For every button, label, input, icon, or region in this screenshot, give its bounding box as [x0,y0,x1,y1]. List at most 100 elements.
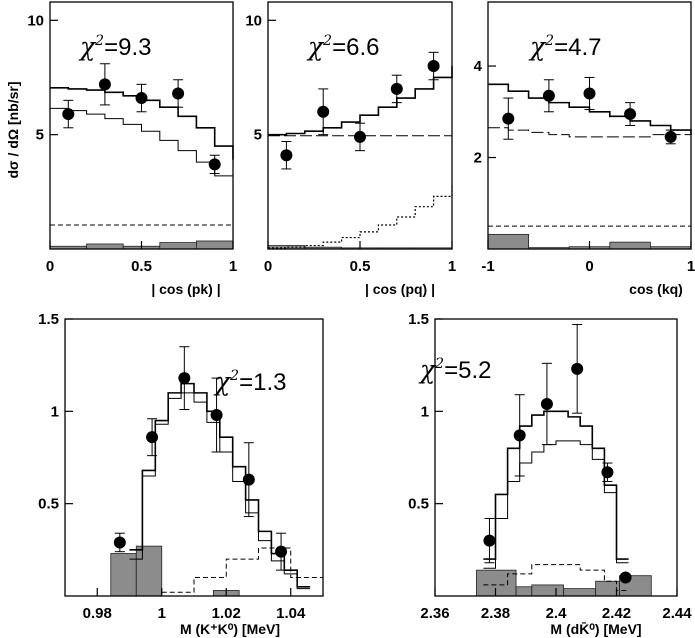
x-tick-label: 0 [585,258,593,275]
chi-square-annotation: χ2=6.6 [306,32,379,61]
x-tick-label: 1 [158,605,166,622]
panel-cos-pk: 0 0.5 1 5 10 | cos (pk) | χ2=9.3 [27,1,237,297]
y-tick-label: 4 [474,58,483,75]
chi-square-exponent: 2 [544,33,554,49]
x-tick-label: 0 [264,258,272,275]
data-point [571,362,584,375]
data-point [542,89,555,102]
shaded-bin [515,586,533,597]
shaded-bin [110,553,137,597]
y-tick-label: 10 [245,12,262,29]
series-total [483,410,629,560]
y-tick-label: 5 [36,127,44,144]
data-point [390,82,403,95]
x-tick-label: 1.02 [212,605,241,622]
series-component [129,392,311,590]
panel-cos-kq: -1 0 1 2 4 cos (kq) χ2=4.7 [474,1,695,297]
data-point [178,372,191,385]
data-point [208,158,221,171]
plot-frame [64,318,324,597]
shaded-bin [531,584,564,597]
y-tick-label: 2 [474,150,482,167]
data-point [619,571,632,584]
chi-square-exponent: 2 [94,33,104,49]
x-axis-label: | cos (pq) | [365,281,435,297]
x-tick-label: 2.38 [481,605,510,622]
series-component [488,127,692,138]
shaded-bin [609,241,651,250]
shaded-bin [195,240,234,250]
shaded-bin [563,588,597,597]
y-tick-label: 10 [27,12,44,29]
shaded-bin [86,243,124,250]
y-tick-label: 0.5 [408,496,429,513]
series-small-component [483,564,629,591]
data-point [146,431,159,444]
data-point [540,397,553,410]
panel-cos-pq: 0 0.5 1 5 10 | cos (pq) | χ2=6.6 [245,1,456,297]
data-point [275,545,288,558]
data-point [317,105,330,118]
shaded-bin [135,545,163,597]
x-tick-label: 2.4 [546,605,568,622]
data-point [210,409,223,422]
series-component [50,107,234,185]
chi-square-value: =1.3 [239,369,286,396]
y-tick-label: 5 [254,127,262,144]
chi-square-value: =5.2 [444,357,491,384]
data-point [354,130,366,143]
chi-square-annotation: χ2=5.2 [418,355,491,384]
chi-square-exponent: 2 [434,356,444,372]
shaded-bin [159,242,197,250]
data-point [135,92,148,105]
data-point [242,473,255,486]
chi-square-value: =4.7 [554,34,601,61]
x-axis-label: M (K⁺K⁰) [MeV] [180,621,280,637]
chi-square-annotation: χ2=4.7 [528,32,601,61]
panel-mass-kk: 0.98 1 1.02 1.04 0.5 1 1.5 M (K⁺K⁰) [MeV] χ2=1.3 [38,311,324,637]
data-point [583,87,596,100]
data-point [483,534,496,547]
data-point [62,108,75,121]
x-tick-label: 1.04 [276,605,306,622]
x-tick-label: 0.98 [83,605,112,622]
series-small-component [488,223,692,227]
x-tick-label: 0.5 [131,258,152,275]
x-tick-label: 2.42 [602,605,631,622]
x-tick-label: 1 [229,258,237,275]
y-tick-label: 0.5 [38,496,59,513]
x-tick-label: 2.36 [420,605,449,622]
y-tick-label: 1.5 [38,311,59,328]
chi-square-annotation: χ2=1.3 [213,367,286,396]
data-point [624,108,637,121]
x-tick-label: 0.5 [350,258,371,275]
series-total [488,83,692,135]
data-point [513,429,526,442]
x-tick-label: 1 [448,258,456,275]
x-axis-label: cos (kq) [629,281,683,297]
y-tick-label: 1 [421,403,429,420]
y-tick-label: 1 [51,403,59,420]
data-point [502,112,515,125]
chi-square-annotation: χ2=9.3 [78,32,151,61]
series-small-component [161,547,323,593]
chi-square-exponent: 2 [322,33,332,49]
x-tick-label: 1 [687,258,695,275]
data-point [280,149,293,162]
x-axis-label: M (dK̄⁰) [MeV] [550,620,641,637]
panel-mass-dk: 2.36 2.38 2.4 2.42 2.44 0.5 1 1.5 M (dK̄⁰) [MeV]… [408,311,692,637]
data-point [601,466,614,479]
x-tick-label: -1 [481,258,494,275]
x-tick-label: 0 [46,258,54,275]
x-axis-label: | cos (pk) | [151,281,220,297]
chi-square-value: =9.3 [104,34,151,61]
data-point [172,87,185,100]
chi-square-exponent: 2 [229,368,239,384]
y-tick-label: 1.5 [408,311,429,328]
y-axis-label: dσ / dΩ [nb/sr] [5,81,21,178]
data-point [664,130,677,143]
shaded-bin [476,569,517,597]
chi-square-value: =6.6 [332,34,379,61]
data-point [427,60,440,73]
